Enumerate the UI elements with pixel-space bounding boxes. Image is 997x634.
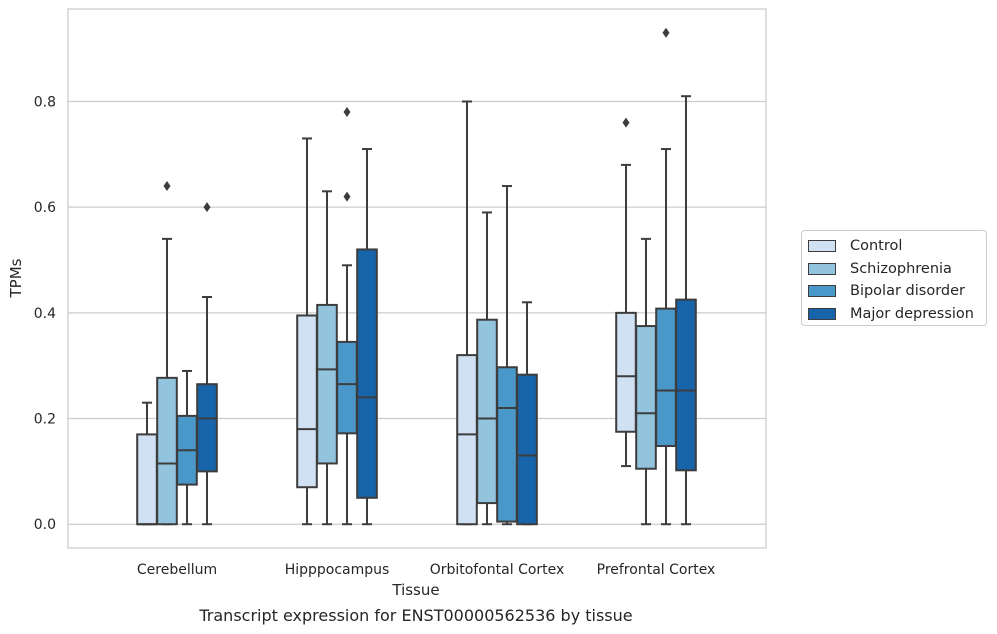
- iqr-box: [456, 354, 478, 526]
- outlier-point: [622, 117, 630, 128]
- iqr-box: [296, 314, 318, 489]
- x-axis-label: Tissue: [391, 581, 439, 599]
- iqr-box: [196, 383, 218, 473]
- box-bipolar-disorder: [496, 185, 518, 526]
- box-schizophrenia: [316, 190, 338, 526]
- box-control: [615, 117, 637, 468]
- plot-frame: [67, 8, 767, 549]
- x-tick-label: Orbitofontal Cortex: [430, 562, 565, 578]
- iqr-box: [675, 298, 697, 472]
- outlier-point: [343, 191, 351, 202]
- y-tick-label: 0.2: [34, 412, 56, 428]
- iqr-box: [496, 366, 518, 523]
- legend-item-control: Control: [808, 235, 986, 258]
- box-schizophrenia: [156, 181, 178, 526]
- outlier-point: [163, 181, 171, 192]
- legend-item-schizophrenia: Schizophrenia: [808, 258, 986, 281]
- box-control: [296, 137, 318, 526]
- box-major-depression: [196, 202, 218, 526]
- box-bipolar-disorder: [176, 369, 198, 526]
- iqr-box: [655, 307, 677, 448]
- chart-caption: Transcript expression for ENST0000056253…: [199, 606, 633, 625]
- y-axis-ticks: 0.0 0.2 0.4 0.6 0.8: [34, 94, 56, 533]
- iqr-box: [476, 318, 498, 505]
- iqr-box: [136, 433, 158, 526]
- y-tick-label: 0.4: [34, 306, 56, 322]
- box-bipolar-disorder: [655, 27, 677, 526]
- x-axis-ticks: Cerebellum Hipppocampus Orbitofontal Corte…: [137, 562, 715, 578]
- x-tick-label: Prefrontal Cortex: [597, 562, 716, 578]
- box-major-depression: [516, 301, 538, 526]
- iqr-box: [516, 373, 538, 526]
- box-major-depression: [675, 95, 697, 526]
- y-tick-label: 0.6: [34, 200, 56, 216]
- y-axis-label: TPMs: [7, 258, 25, 298]
- legend-item-bipolar-disorder: Bipolar disorder: [808, 280, 986, 303]
- iqr-box: [336, 340, 358, 435]
- iqr-box: [156, 376, 178, 526]
- iqr-box: [615, 311, 637, 433]
- box-groups: [136, 27, 697, 526]
- box-control: [136, 401, 158, 526]
- legend-label-bipolar-disorder: Bipolar disorder: [850, 283, 965, 300]
- iqr-box: [316, 303, 338, 465]
- x-tick-label: Cerebellum: [137, 562, 217, 578]
- legend-label-control: Control: [850, 238, 903, 255]
- legend-swatch-schizophrenia: [808, 262, 836, 275]
- y-tick-label: 0.8: [34, 94, 56, 110]
- legend: Control Schizophrenia Bipolar disorder M…: [801, 230, 987, 326]
- legend-item-major-depression: Major depression: [808, 303, 986, 326]
- outlier-point: [343, 107, 351, 118]
- iqr-box: [635, 325, 657, 470]
- box-schizophrenia: [635, 237, 657, 526]
- box-control: [456, 100, 478, 526]
- x-tick-label: Hipppocampus: [285, 562, 390, 578]
- box-major-depression: [356, 148, 378, 526]
- box-schizophrenia: [476, 211, 498, 526]
- legend-swatch-bipolar-disorder: [808, 285, 836, 298]
- iqr-box: [356, 248, 378, 499]
- outlier-point: [203, 202, 211, 213]
- legend-label-schizophrenia: Schizophrenia: [850, 260, 952, 277]
- legend-label-major-depression: Major depression: [850, 305, 974, 322]
- box-bipolar-disorder: [336, 107, 358, 526]
- legend-swatch-major-depression: [808, 307, 836, 320]
- y-tick-label: 0.0: [34, 517, 56, 533]
- outlier-point: [662, 27, 670, 38]
- legend-swatch-control: [808, 240, 836, 253]
